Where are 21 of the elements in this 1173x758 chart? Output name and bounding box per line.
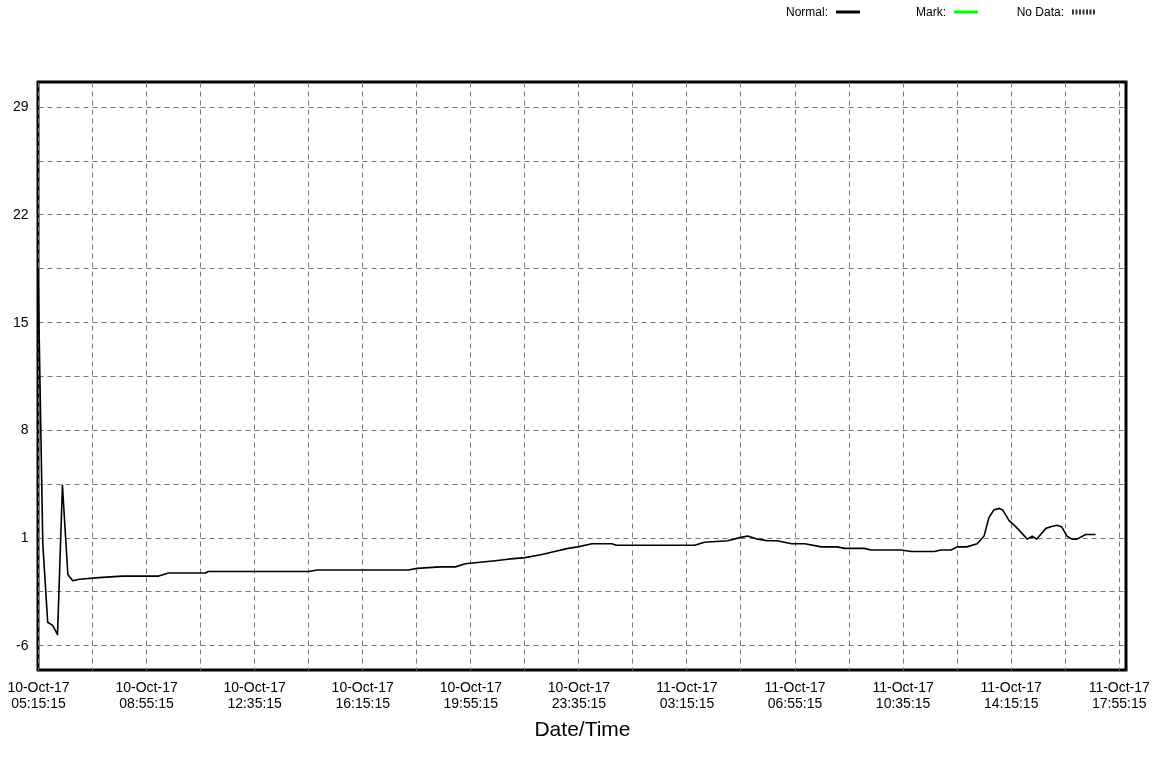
x-tick-label: 11-Oct-17 17:55:15	[1088, 678, 1151, 711]
x-tick-label: 10-Oct-17 19:55:15	[439, 678, 503, 711]
y-tick-label: 29	[12, 98, 29, 115]
legend-label: Mark:	[916, 5, 946, 19]
x-tick-label: 11-Oct-17 03:15:15	[656, 678, 718, 711]
x-tick-label: 10-Oct-17 16:15:15	[331, 678, 395, 711]
y-tick-label: -6	[16, 636, 29, 653]
x-tick-label: 10-Oct-17 23:35:15	[547, 678, 611, 711]
y-tick-label: 8	[20, 421, 29, 438]
legend-label: No Data:	[1016, 5, 1064, 19]
y-tick-label: 22	[12, 205, 29, 222]
x-tick-label: 11-Oct-17 10:35:15	[872, 678, 934, 711]
x-tick-label: 10-Oct-17 08:55:15	[115, 678, 178, 711]
x-tick-label: 11-Oct-17 06:55:15	[764, 678, 826, 711]
x-tick-label: 10-Oct-17 12:35:15	[223, 678, 286, 711]
y-tick-label: 15	[12, 313, 29, 330]
x-tick-label: 10-Oct-17 05:15:15	[7, 678, 70, 711]
legend-label: Normal:	[785, 5, 828, 19]
y-tick-label: 1	[20, 529, 29, 546]
x-axis-title: Date/Time	[534, 716, 631, 740]
x-tick-label: 11-Oct-17 14:15:15	[980, 678, 1042, 711]
